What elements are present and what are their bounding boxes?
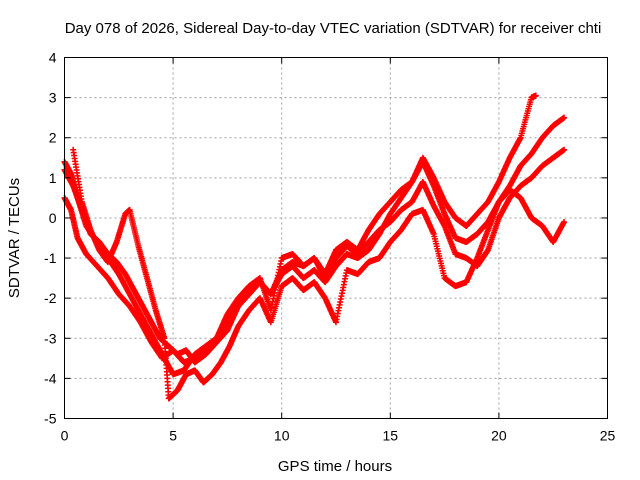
data-point <box>532 92 539 99</box>
y-tick-label: 1 <box>49 170 57 186</box>
y-axis-label: SDTVAR / TECUs <box>6 178 23 298</box>
y-tick-label: -4 <box>44 370 57 386</box>
x-tick-label: 10 <box>274 428 290 444</box>
y-tick-labels: -5 -4 -3 -2 -1 0 1 2 3 4 <box>44 50 57 427</box>
series-track-4 <box>70 146 568 402</box>
x-axis-label: GPS time / hours <box>278 458 392 475</box>
x-tick-label: 20 <box>491 428 507 444</box>
x-tick-label: 5 <box>169 428 177 444</box>
axis-ticks <box>64 57 608 419</box>
y-tick-label: 0 <box>49 210 57 226</box>
chart-title: Day 078 of 2026, Sidereal Day-to-day VTE… <box>65 20 602 37</box>
x-tick-label: 0 <box>61 428 69 444</box>
y-tick-label: -2 <box>44 290 57 306</box>
data-point <box>561 114 568 121</box>
y-tick-label: 2 <box>49 130 57 146</box>
y-tick-label: 3 <box>49 90 57 106</box>
series-track-1 <box>61 92 539 378</box>
y-tick-label: -1 <box>44 250 57 266</box>
y-tick-label: 4 <box>49 50 57 66</box>
series-track-2 <box>61 114 568 366</box>
x-tick-label: 15 <box>383 428 399 444</box>
plot-frame <box>64 57 608 419</box>
data-point <box>561 146 568 153</box>
y-tick-label: -3 <box>44 330 57 346</box>
series-track-3 <box>61 146 568 366</box>
y-tick-label: -5 <box>44 411 57 427</box>
data-point <box>561 218 568 225</box>
data-points <box>61 92 568 402</box>
x-tick-label: 25 <box>600 428 616 444</box>
x-tick-labels: 0 5 10 15 20 25 <box>61 428 616 444</box>
